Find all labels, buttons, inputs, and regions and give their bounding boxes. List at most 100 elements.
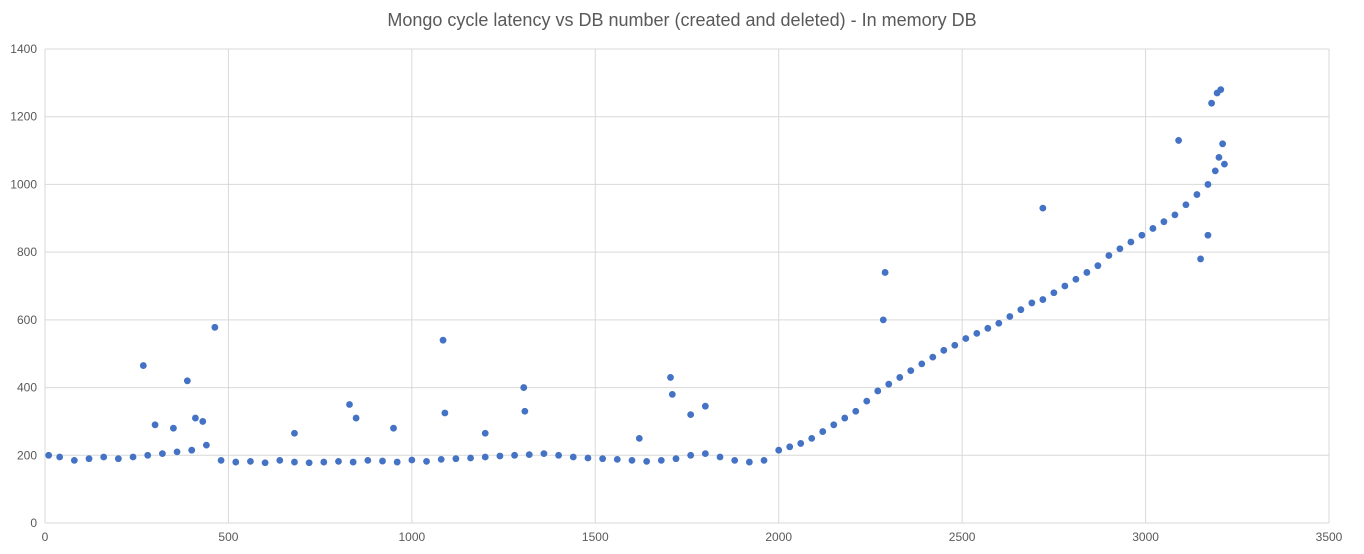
data-points: [45, 86, 1228, 467]
y-tick-label: 800: [17, 245, 37, 259]
data-point: [1182, 201, 1190, 209]
data-point: [423, 457, 430, 465]
data-point: [1138, 231, 1146, 239]
data-point: [1039, 204, 1047, 212]
y-tick-label: 400: [17, 381, 37, 395]
data-point: [114, 455, 122, 463]
data-point: [139, 362, 147, 369]
data-point: [261, 459, 269, 467]
data-point: [667, 374, 674, 381]
data-point: [439, 336, 447, 344]
y-tick-label: 0: [30, 516, 37, 530]
data-point: [390, 424, 397, 432]
data-point: [437, 455, 445, 463]
data-point: [657, 456, 665, 464]
data-point: [232, 458, 240, 466]
data-point: [1105, 252, 1113, 259]
data-point: [907, 367, 915, 375]
data-point: [1050, 289, 1058, 297]
data-point: [1204, 231, 1212, 239]
data-point: [320, 458, 328, 466]
chart-title: Mongo cycle latency vs DB number (create…: [387, 10, 977, 30]
x-tick-label: 0: [42, 530, 49, 544]
data-point: [170, 424, 177, 432]
data-point: [305, 459, 313, 467]
data-point: [540, 450, 548, 457]
data-point: [881, 269, 889, 276]
data-point: [45, 451, 53, 459]
data-point: [192, 414, 199, 422]
data-point: [1149, 225, 1157, 232]
data-point: [819, 428, 827, 435]
data-point: [613, 455, 621, 463]
data-point: [188, 446, 196, 454]
data-point: [199, 418, 207, 425]
data-point: [687, 451, 695, 459]
data-point: [276, 456, 284, 464]
data-point: [635, 434, 643, 442]
data-point: [701, 402, 709, 410]
y-tick-label: 1000: [10, 177, 37, 191]
data-point: [158, 450, 166, 457]
data-point: [1197, 255, 1204, 263]
y-tick-label: 1200: [10, 110, 37, 124]
data-point: [521, 407, 529, 415]
data-point: [973, 330, 981, 337]
data-point: [731, 456, 739, 464]
data-point: [481, 453, 489, 461]
data-point: [885, 380, 893, 388]
data-point: [1116, 245, 1124, 253]
data-point: [995, 319, 1003, 327]
x-tick-label: 500: [218, 530, 238, 544]
data-point: [151, 421, 159, 429]
data-point: [1017, 306, 1025, 314]
data-point: [144, 451, 152, 459]
data-point: [100, 453, 108, 461]
data-point: [962, 335, 970, 342]
data-point: [1221, 160, 1228, 168]
data-point: [808, 434, 816, 442]
x-tick-label: 1000: [399, 530, 426, 544]
data-point: [672, 455, 680, 463]
x-tick-label: 2500: [949, 530, 976, 544]
data-point: [1217, 86, 1225, 94]
y-tick-label: 200: [17, 448, 37, 462]
data-point: [393, 458, 401, 466]
data-point: [211, 323, 219, 331]
data-point: [1193, 191, 1201, 198]
data-point: [441, 409, 449, 417]
data-point: [716, 453, 724, 461]
data-point: [1211, 167, 1219, 175]
data-point: [1028, 299, 1036, 307]
data-point: [1006, 313, 1014, 320]
data-point: [1160, 218, 1168, 226]
data-point: [555, 451, 562, 459]
data-point: [364, 456, 372, 464]
x-tick-label: 2000: [765, 530, 792, 544]
data-point: [349, 458, 357, 466]
data-point: [520, 384, 528, 391]
data-point: [1219, 140, 1227, 148]
data-point: [291, 458, 298, 466]
data-point: [929, 353, 937, 361]
data-point: [247, 457, 254, 465]
data-point: [452, 455, 460, 463]
data-point: [874, 387, 882, 395]
data-point: [496, 452, 504, 460]
data-point: [1083, 269, 1091, 276]
x-tick-label: 3500: [1316, 530, 1343, 544]
data-point: [203, 441, 210, 449]
data-point: [760, 456, 768, 464]
data-point: [896, 374, 904, 381]
gridlines: [44, 48, 1330, 524]
data-point: [467, 454, 474, 462]
data-point: [1072, 275, 1080, 283]
data-point: [951, 341, 959, 349]
data-point: [1204, 181, 1212, 188]
data-point: [379, 457, 386, 465]
data-point: [918, 360, 926, 368]
data-point: [352, 414, 360, 422]
data-point: [1215, 153, 1223, 161]
data-point: [481, 429, 489, 437]
